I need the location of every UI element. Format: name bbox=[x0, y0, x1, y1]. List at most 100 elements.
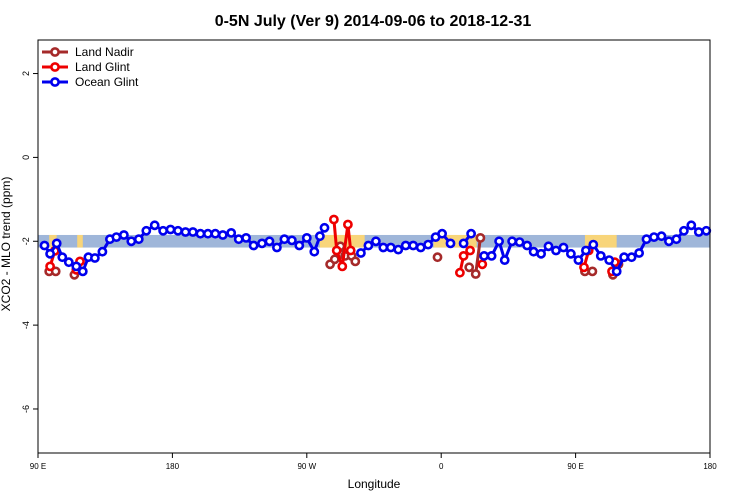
data-point-ocean-glint-3-25 bbox=[664, 236, 674, 247]
data-point-ocean-glint-3-9 bbox=[543, 241, 554, 252]
data-point-land-glint-2-1 bbox=[331, 245, 342, 256]
data-point-ocean-glint-3-4 bbox=[507, 236, 517, 247]
data-point-ocean-glint-0-19 bbox=[173, 225, 183, 236]
data-point-ocean-glint-1-11 bbox=[437, 228, 447, 239]
data-point-land-nadir-2-5 bbox=[350, 256, 361, 267]
data-point-land-glint-5-0 bbox=[579, 262, 589, 273]
data-point-ocean-glint-0-31 bbox=[264, 236, 275, 247]
data-point-ocean-glint-3-10 bbox=[551, 245, 561, 256]
y-tick-label-0: 2 bbox=[21, 71, 31, 76]
data-point-ocean-glint-0-0 bbox=[39, 240, 50, 251]
reference-band-1-2 bbox=[319, 234, 365, 248]
data-point-land-glint-3-2 bbox=[465, 245, 475, 256]
data-point-land-glint-3-1 bbox=[458, 250, 469, 261]
data-point-ocean-glint-3-2 bbox=[494, 236, 504, 247]
legend-marker-land-nadir bbox=[50, 47, 60, 57]
data-point-ocean-glint-1-6 bbox=[400, 240, 411, 251]
data-point-ocean-glint-0-15 bbox=[141, 225, 152, 236]
data-point-ocean-glint-2-0 bbox=[458, 238, 469, 249]
data-point-ocean-glint-0-37 bbox=[309, 246, 320, 257]
data-point-ocean-glint-0-26 bbox=[226, 227, 237, 238]
data-point-ocean-glint-1-1 bbox=[363, 240, 374, 251]
x-tick-label-2: 90 W bbox=[297, 462, 316, 471]
data-point-land-nadir-4-0 bbox=[464, 262, 475, 273]
data-point-ocean-glint-0-22 bbox=[195, 228, 206, 239]
data-point-ocean-glint-1-5 bbox=[393, 244, 404, 255]
data-point-ocean-glint-3-21 bbox=[634, 248, 644, 258]
data-point-ocean-glint-0-14 bbox=[133, 234, 144, 245]
data-point-ocean-glint-0-13 bbox=[126, 236, 137, 247]
data-point-ocean-glint-0-34 bbox=[286, 235, 297, 246]
y-tick-label-3: -4 bbox=[21, 321, 31, 329]
data-point-ocean-glint-0-8 bbox=[90, 253, 100, 263]
legend-label-ocean-glint: Ocean Glint bbox=[75, 75, 139, 89]
data-point-ocean-glint-1-3 bbox=[378, 242, 389, 253]
x-tick-label-5: 180 bbox=[703, 462, 717, 471]
data-point-ocean-glint-3-27 bbox=[679, 225, 689, 236]
data-point-ocean-glint-0-30 bbox=[257, 238, 267, 249]
data-point-ocean-glint-0-9 bbox=[97, 246, 108, 257]
data-point-ocean-glint-3-20 bbox=[626, 252, 637, 263]
data-point-land-glint-2-3 bbox=[342, 219, 353, 230]
data-point-land-glint-2-2 bbox=[337, 261, 348, 272]
data-point-ocean-glint-3-18 bbox=[611, 266, 622, 277]
data-point-ocean-glint-0-35 bbox=[294, 240, 305, 251]
x-tick-label-1: 180 bbox=[166, 462, 180, 471]
data-point-ocean-glint-3-16 bbox=[595, 250, 606, 261]
data-point-ocean-glint-3-11 bbox=[558, 242, 569, 253]
data-point-ocean-glint-0-3 bbox=[57, 252, 68, 263]
data-point-ocean-glint-3-15 bbox=[588, 239, 599, 250]
y-tick-label-1: 0 bbox=[21, 155, 31, 160]
data-point-ocean-glint-1-0 bbox=[355, 248, 366, 258]
data-point-ocean-glint-1-9 bbox=[423, 239, 433, 250]
data-point-ocean-glint-3-1 bbox=[486, 250, 497, 261]
chart-title: 0-5N July (Ver 9) 2014-09-06 to 2018-12-… bbox=[215, 13, 532, 30]
legend-marker-ocean-glint bbox=[50, 77, 60, 87]
data-point-land-nadir-4-2 bbox=[475, 232, 486, 243]
data-point-ocean-glint-0-29 bbox=[248, 240, 259, 251]
x-tick-label-3: 0 bbox=[439, 462, 444, 471]
legend-label-land-nadir: Land Nadir bbox=[75, 45, 134, 59]
data-point-ocean-glint-3-6 bbox=[522, 240, 532, 251]
data-point-ocean-glint-0-1 bbox=[45, 248, 55, 259]
data-point-land-nadir-2-1 bbox=[329, 254, 340, 265]
data-point-ocean-glint-0-6 bbox=[77, 266, 88, 277]
reference-band-1-1 bbox=[77, 234, 83, 248]
legend-label-land-glint: Land Glint bbox=[75, 60, 130, 74]
data-point-ocean-glint-3-5 bbox=[514, 237, 525, 247]
data-point-ocean-glint-3-8 bbox=[536, 248, 546, 259]
data-point-ocean-glint-0-2 bbox=[51, 238, 62, 249]
x-axis-title: Longitude bbox=[348, 477, 401, 491]
legend-marker-land-glint bbox=[50, 62, 60, 72]
y-tick-label-4: -6 bbox=[21, 405, 31, 413]
data-point-ocean-glint-3-14 bbox=[581, 245, 591, 256]
data-point-ocean-glint-3-26 bbox=[671, 234, 682, 245]
data-point-ocean-glint-0-5 bbox=[71, 261, 82, 272]
data-point-ocean-glint-3-19 bbox=[619, 252, 629, 263]
plot-frame bbox=[37, 39, 711, 454]
data-point-ocean-glint-0-24 bbox=[210, 228, 221, 239]
y-tick-label-2: -2 bbox=[21, 237, 31, 245]
plot-area bbox=[38, 214, 712, 280]
data-point-ocean-glint-3-28 bbox=[686, 220, 697, 231]
y-axis-title: XCO2 - MLO trend (ppm) bbox=[0, 177, 13, 312]
data-point-ocean-glint-0-28 bbox=[241, 232, 251, 243]
data-point-ocean-glint-0-36 bbox=[301, 232, 312, 243]
data-point-ocean-glint-0-39 bbox=[319, 222, 330, 233]
data-point-ocean-glint-1-2 bbox=[370, 236, 381, 247]
data-point-land-glint-4-0 bbox=[477, 259, 488, 270]
data-point-land-nadir-5-1 bbox=[587, 266, 598, 277]
data-point-ocean-glint-3-22 bbox=[641, 234, 652, 245]
data-point-ocean-glint-0-12 bbox=[119, 230, 129, 240]
data-point-land-nadir-4-1 bbox=[470, 269, 481, 279]
data-point-ocean-glint-0-18 bbox=[165, 224, 176, 235]
data-point-ocean-glint-0-16 bbox=[149, 220, 160, 231]
data-point-land-glint-2-4 bbox=[345, 245, 356, 256]
data-point-ocean-glint-1-12 bbox=[445, 238, 456, 249]
data-point-ocean-glint-0-11 bbox=[111, 232, 122, 242]
data-point-ocean-glint-3-13 bbox=[573, 255, 584, 265]
data-point-land-glint-3-0 bbox=[454, 267, 465, 278]
data-point-ocean-glint-3-23 bbox=[649, 232, 659, 242]
